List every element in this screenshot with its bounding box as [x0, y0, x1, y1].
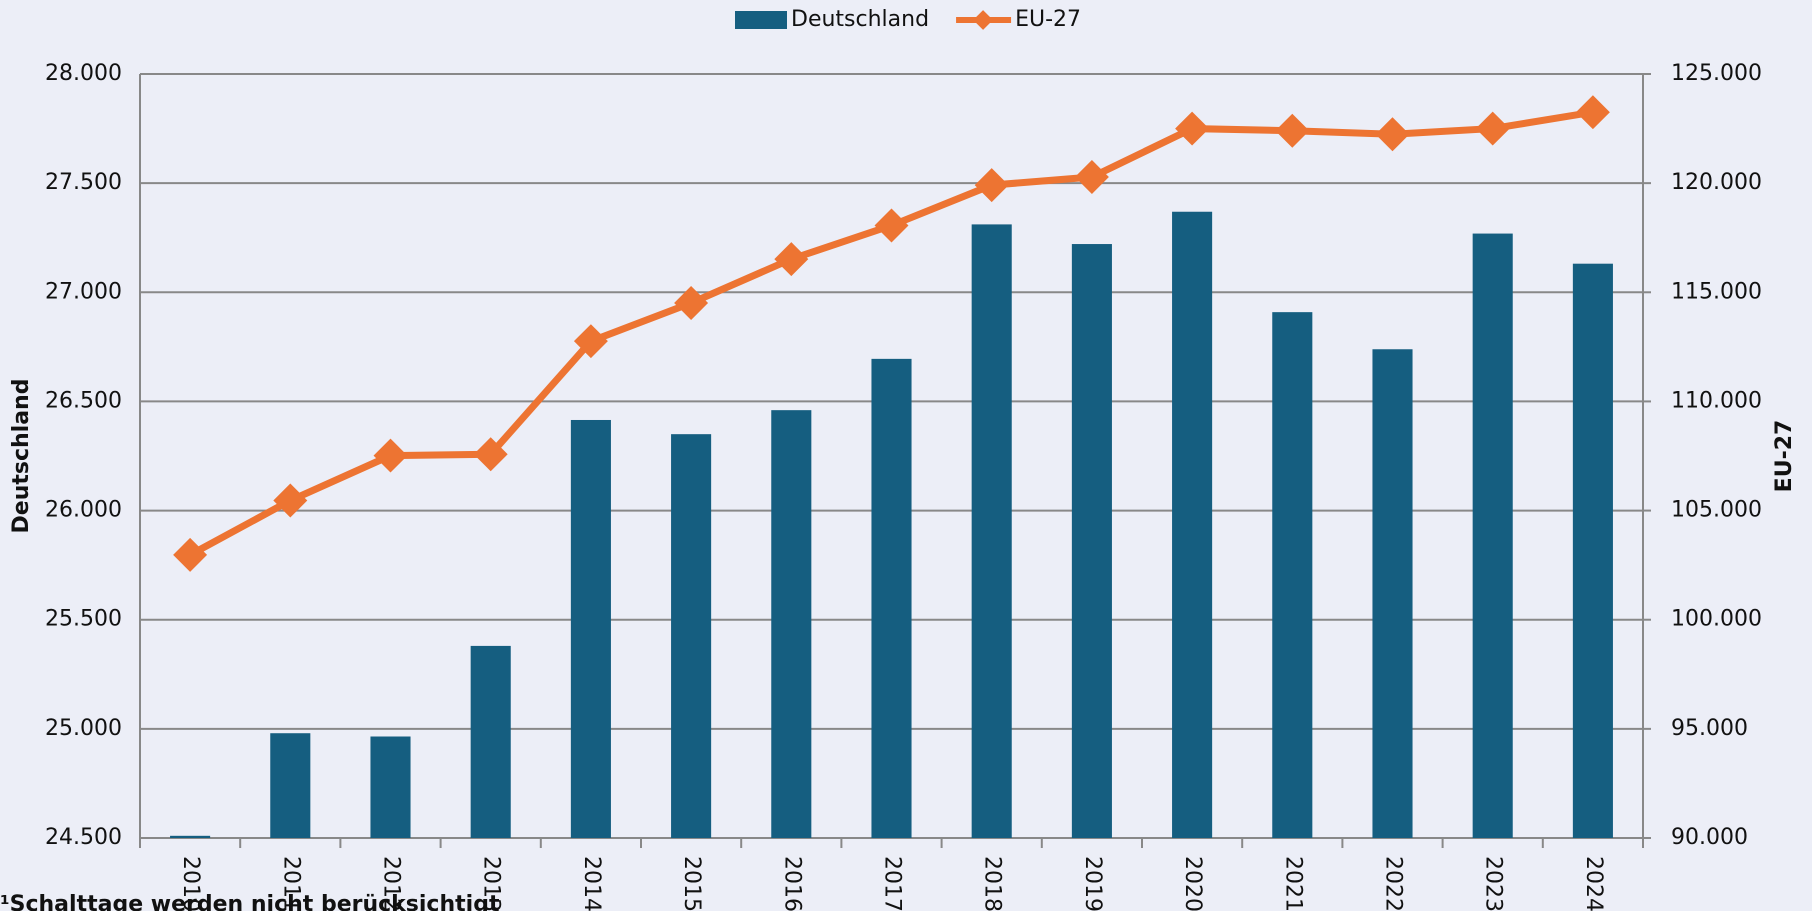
legend-label: Deutschland	[791, 7, 929, 32]
x-tick-label: 2010	[178, 856, 203, 911]
y-tick-label: 25.000	[45, 716, 122, 741]
y2-tick-label: 120.000	[1671, 170, 1762, 195]
bar	[1472, 233, 1513, 838]
bar	[1572, 263, 1613, 838]
bar	[671, 434, 712, 838]
x-tick-label: 2015	[679, 856, 704, 911]
x-tick-label: 2011	[278, 856, 303, 911]
bar	[570, 419, 611, 838]
x-tick-label: 2013	[479, 856, 504, 911]
bar	[871, 358, 912, 838]
y2-tick-label: 115.000	[1671, 279, 1762, 304]
y2-tick-label: 95.000	[1671, 716, 1748, 741]
marker	[1575, 95, 1610, 130]
x-tick-label: 2020	[1180, 856, 1205, 911]
y-tick-label: 27.500	[45, 170, 122, 195]
marker	[1074, 160, 1109, 195]
bar	[1372, 349, 1413, 838]
x-tick-label: 2016	[779, 856, 804, 911]
y-tick-label: 25.500	[45, 607, 122, 632]
bar	[971, 224, 1012, 838]
bar	[1172, 211, 1213, 838]
marker	[473, 437, 508, 472]
marker	[674, 286, 709, 320]
legend-swatch	[973, 10, 993, 30]
marker	[173, 537, 208, 572]
y2-tick-label: 90.000	[1671, 825, 1748, 850]
y-tick-label: 27.000	[45, 279, 122, 304]
marker	[774, 242, 809, 277]
y-tick-label: 28.000	[45, 61, 122, 86]
marker	[874, 208, 909, 243]
bar	[170, 835, 211, 838]
x-tick-label: 2023	[1481, 856, 1506, 911]
legend: Deutschland EU-27	[735, 7, 1081, 32]
y-tick-label: 26.000	[45, 498, 122, 523]
x-tick-label: 2024	[1581, 856, 1606, 911]
y-axis-title: Deutschland	[9, 379, 34, 534]
bar	[771, 410, 812, 838]
y2-tick-label: 110.000	[1671, 388, 1762, 413]
x-tick-label: 2012	[379, 856, 404, 911]
y-tick-label: 26.500	[45, 388, 122, 413]
bar	[370, 736, 411, 838]
bar	[1272, 312, 1313, 838]
bar	[270, 733, 311, 838]
legend-swatch	[735, 11, 787, 29]
y2-tick-label: 105.000	[1671, 498, 1762, 523]
marker	[1275, 113, 1310, 148]
marker	[1375, 117, 1410, 152]
y2-tick-label: 100.000	[1671, 607, 1762, 632]
y-tick-label: 24.500	[45, 825, 122, 850]
x-tick-label: 2014	[579, 856, 604, 911]
marker	[573, 324, 608, 359]
x-tick-label: 2022	[1381, 856, 1406, 911]
bar	[1071, 244, 1112, 839]
legend-label: EU-27	[1015, 7, 1081, 32]
x-tick-label: 2017	[880, 856, 905, 911]
marker	[373, 438, 408, 473]
footnote: ¹Schalttage werden nicht berücksichtigt	[0, 892, 500, 911]
y2-axis-title: EU-27	[1772, 420, 1797, 493]
marker	[273, 483, 308, 518]
x-tick-label: 2021	[1280, 856, 1305, 911]
x-tick-label: 2018	[980, 856, 1005, 911]
x-tick-label: 2019	[1080, 856, 1105, 911]
bar	[470, 645, 511, 838]
marker	[1175, 111, 1210, 146]
marker	[1475, 111, 1510, 146]
marker	[974, 168, 1009, 203]
y2-tick-label: 125.000	[1671, 61, 1762, 86]
